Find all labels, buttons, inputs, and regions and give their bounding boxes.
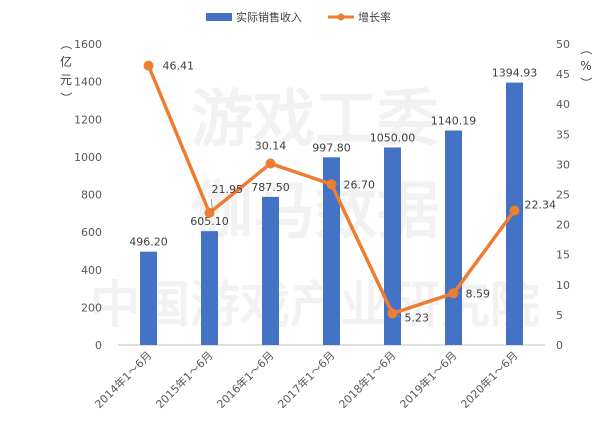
bar-value-label: 997.80 — [312, 141, 351, 154]
y-left-tick-label: 1200 — [74, 113, 102, 126]
y-left-tick-label: 600 — [81, 226, 102, 239]
legend: 实际销售收入 增长率 — [206, 10, 391, 24]
x-tick-label: 2017年1～6月 — [275, 348, 338, 411]
y-left-tick-label: 400 — [81, 264, 102, 277]
bar-value-label: 787.50 — [251, 181, 290, 194]
growth-point — [448, 288, 459, 299]
x-tick-label: 2015年1～6月 — [153, 348, 216, 411]
bar — [262, 196, 279, 345]
growth-point — [143, 60, 154, 71]
y-left-tick-label: 0 — [95, 339, 102, 352]
line-data-labels: 46.41 21.95 30.14 26.70 5.23 8.59 22.34 — [163, 60, 557, 325]
x-tick-label: 2018年1～6月 — [336, 348, 399, 411]
growth-point — [204, 207, 215, 218]
unit-char: % — [580, 59, 591, 73]
growth-point — [265, 158, 276, 169]
legend-line-label: 增长率 — [358, 10, 391, 24]
x-ticks: 2014年1～6月2015年1～6月2016年1～6月2017年1～6月2018… — [92, 348, 521, 411]
growth-value-label: 26.70 — [344, 178, 376, 191]
growth-value-label: 21.95 — [212, 183, 244, 196]
bar-value-label: 496.20 — [129, 236, 168, 249]
bar-data-labels: 496.20 605.10 787.50 997.80 1050.00 1140.19 13… — [129, 67, 537, 249]
unit-char: ） — [59, 92, 73, 104]
y-right-tick-label: 45 — [556, 68, 570, 81]
y-right-tick-label: 25 — [556, 189, 570, 202]
unit-char: 元 — [60, 73, 72, 87]
growth-value-label: 22.34 — [525, 199, 557, 212]
bar — [384, 147, 401, 345]
unit-char: 亿 — [60, 54, 72, 69]
growth-value-label: 5.23 — [405, 312, 430, 325]
bar-value-label: 1050.00 — [370, 131, 416, 144]
growth-point — [387, 308, 398, 319]
unit-char: （ — [579, 43, 593, 55]
growth-value-label: 8.59 — [466, 287, 491, 300]
y-right-ticks: 0 5 10 15 20 25 30 35 40 45 50 — [556, 38, 570, 352]
y-right-tick-label: 10 — [556, 279, 570, 292]
x-tick-label: 2016年1～6月 — [214, 348, 277, 411]
bar-value-label: 1140.19 — [431, 115, 477, 128]
y-right-tick-label: 40 — [556, 98, 570, 111]
bar-value-label: 1394.93 — [492, 67, 538, 80]
x-tick-label: 2014年1～6月 — [92, 348, 155, 411]
bar — [140, 251, 157, 345]
bar-series — [140, 82, 523, 345]
y-right-tick-label: 30 — [556, 158, 570, 171]
y-left-unit-label: （ 亿元 ） — [59, 38, 73, 104]
unit-char: ） — [579, 77, 593, 89]
y-left-tick-label: 800 — [81, 189, 102, 202]
watermark-line-1: 游戏工委 — [191, 82, 439, 155]
unit-char: （ — [59, 38, 73, 50]
label-leader-line — [395, 313, 401, 318]
y-right-tick-label: 5 — [556, 309, 563, 322]
y-left-tick-label: 1400 — [74, 76, 102, 89]
y-right-tick-label: 0 — [556, 339, 563, 352]
y-right-tick-label: 50 — [556, 38, 570, 51]
label-leader-line — [211, 198, 213, 213]
y-left-ticks: 0 200 400 600 800 1000 1200 1400 1600 — [74, 38, 102, 352]
growth-value-label: 30.14 — [255, 140, 287, 153]
y-right-tick-label: 15 — [556, 249, 570, 262]
y-right-tick-label: 20 — [556, 219, 570, 232]
growth-point — [326, 179, 337, 190]
x-tick-label: 2020年1～6月 — [458, 348, 521, 411]
legend-bar-label: 实际销售收入 — [236, 10, 302, 24]
bar — [201, 231, 218, 345]
legend-bar-swatch — [206, 13, 232, 21]
y-right-unit-label: （% ） — [579, 43, 593, 89]
bar — [323, 157, 340, 345]
legend-line-marker — [337, 13, 345, 21]
growth-value-label: 46.41 — [163, 60, 195, 73]
y-left-tick-label: 200 — [81, 301, 102, 314]
bar-value-label: 605.10 — [190, 215, 229, 228]
bar — [445, 130, 462, 345]
growth-point — [509, 205, 520, 216]
y-right-tick-label: 35 — [556, 128, 570, 141]
y-left-tick-label: 1600 — [74, 38, 102, 51]
y-left-tick-label: 1000 — [74, 151, 102, 164]
watermark-line-3: 中国游戏产业研究院 — [90, 276, 540, 334]
x-tick-label: 2019年1～6月 — [397, 348, 460, 411]
